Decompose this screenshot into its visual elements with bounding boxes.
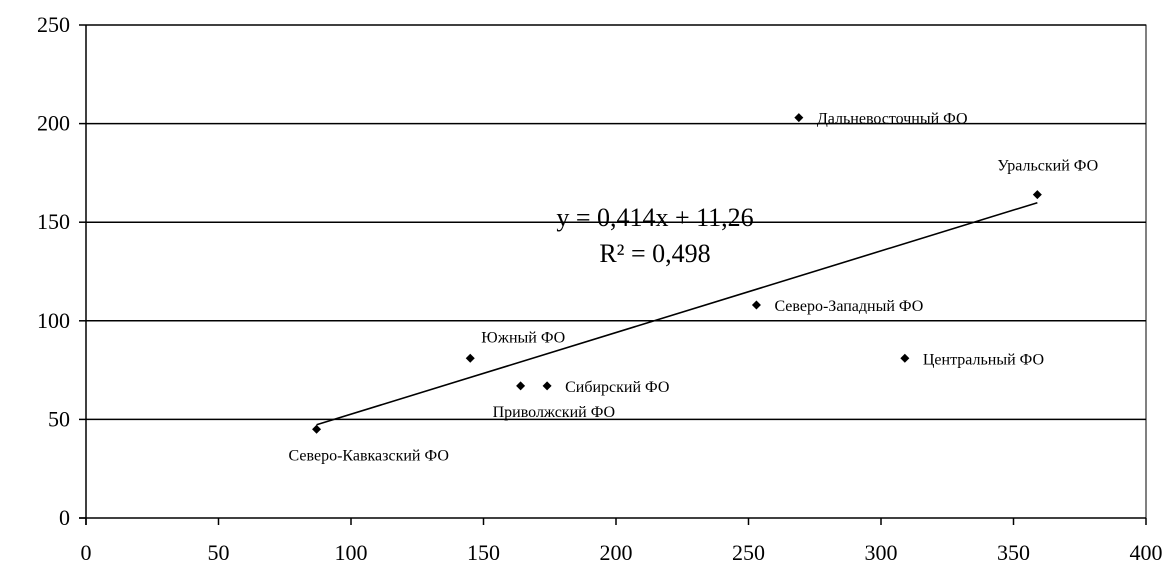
point-label-7: Уральский ФО bbox=[997, 158, 1098, 175]
point-label-6: Центральный ФО bbox=[923, 351, 1044, 368]
y-tick-label-250: 250 bbox=[37, 12, 70, 37]
point-label-1: Южный ФО bbox=[481, 329, 565, 346]
data-points bbox=[312, 113, 1042, 434]
data-point-5 bbox=[794, 113, 804, 123]
y-tick-label-200: 200 bbox=[37, 111, 70, 136]
y-tick-label-150: 150 bbox=[37, 209, 70, 234]
x-tick-label-100: 100 bbox=[335, 540, 368, 565]
point-label-5: Дальневосточный ФО bbox=[817, 111, 968, 128]
x-tick-label-0: 0 bbox=[81, 540, 92, 565]
x-tick-label-350: 350 bbox=[997, 540, 1030, 565]
trendline bbox=[316, 201, 1038, 426]
y-tick-label-0: 0 bbox=[59, 505, 70, 530]
y-tick-label-50: 50 bbox=[48, 406, 70, 431]
data-point-2 bbox=[516, 381, 526, 391]
x-tick-label-250: 250 bbox=[732, 540, 765, 565]
x-tick-label-50: 50 bbox=[208, 540, 230, 565]
tick-labels: 0 50 100 150 200 250 300 350 400 0 50 100 150 200 250 bbox=[37, 12, 1163, 565]
x-tick-label-300: 300 bbox=[865, 540, 898, 565]
trend-r2-text: R² = 0,498 bbox=[599, 239, 710, 268]
x-tick-label-200: 200 bbox=[600, 540, 633, 565]
y-tick-label-100: 100 bbox=[37, 308, 70, 333]
plot-area-frame bbox=[85, 24, 1147, 519]
data-point-3 bbox=[542, 381, 552, 391]
point-label-3: Сибирский ФО bbox=[565, 379, 669, 396]
point-label-2: Приволжский ФО bbox=[493, 404, 615, 421]
data-point-6 bbox=[900, 353, 910, 363]
gridlines bbox=[86, 24, 1146, 421]
data-point-7 bbox=[1032, 190, 1042, 200]
trendline-group bbox=[316, 201, 1038, 426]
x-tick-label-150: 150 bbox=[467, 540, 500, 565]
x-tick-label-400: 400 bbox=[1130, 540, 1163, 565]
data-point-1 bbox=[465, 353, 475, 363]
point-labels: Северо-Кавказский ФО Южный ФО Приволжский … bbox=[289, 111, 1099, 465]
point-label-4: Северо-Западный ФО bbox=[774, 298, 923, 315]
data-point-0 bbox=[312, 424, 322, 434]
trend-equation-text: y = 0,414x + 11,26 bbox=[556, 203, 753, 232]
trend-equation: y = 0,414x + 11,26 R² = 0,498 bbox=[556, 203, 753, 268]
data-point-4 bbox=[751, 300, 761, 310]
axes bbox=[79, 24, 1147, 525]
point-label-0: Северо-Кавказский ФО bbox=[289, 447, 449, 464]
